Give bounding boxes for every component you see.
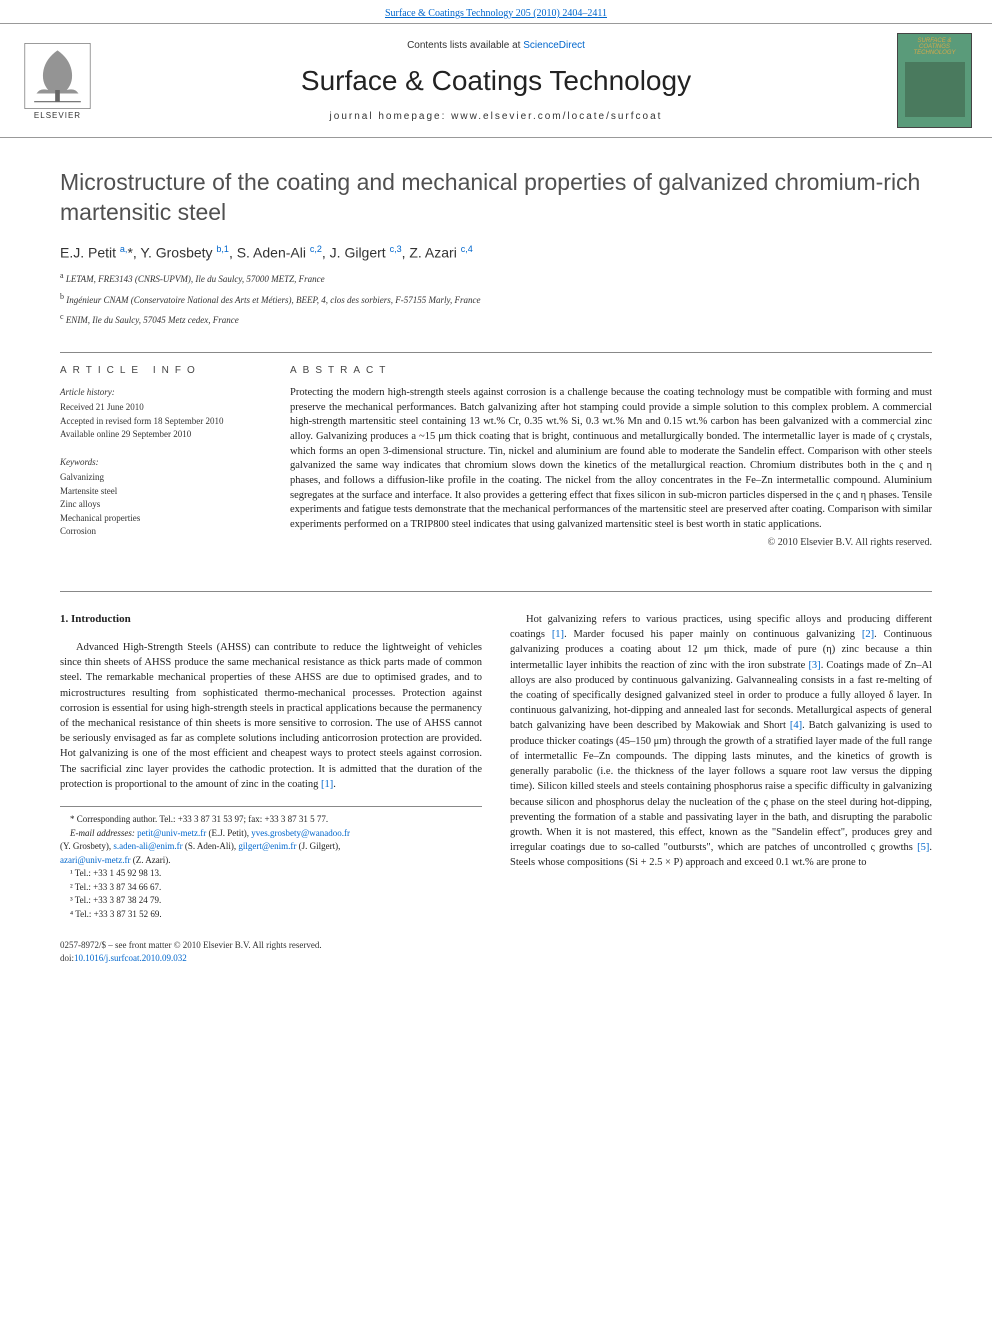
email-line-1: E-mail addresses: petit@univ-metz.fr (E.…: [60, 827, 482, 841]
cover-image: [905, 62, 965, 117]
email-l2-prefix: (Y. Grosbety),: [60, 841, 113, 851]
body-columns: 1. Introduction Advanced High-Strength S…: [0, 592, 992, 931]
sciencedirect-link[interactable]: ScienceDirect: [523, 40, 585, 51]
email-who: (E.J. Petit),: [206, 828, 251, 838]
tel-line: ³ Tel.: +33 3 87 38 24 79.: [60, 894, 482, 908]
keyword: Corrosion: [60, 525, 260, 539]
keyword: Martensite steel: [60, 485, 260, 499]
intro-paragraph-1: Advanced High-Strength Steels (AHSS) can…: [60, 640, 482, 792]
citation-1[interactable]: [1]: [321, 779, 333, 790]
email-who: (Z. Azari).: [131, 855, 171, 865]
email-link[interactable]: gilgert@enim.fr: [238, 841, 296, 851]
elsevier-logo: ELSEVIER: [20, 38, 95, 123]
email-link[interactable]: yves.grosbety@wanadoo.fr: [251, 828, 350, 838]
keywords-heading: Keywords:: [60, 456, 260, 470]
contents-available: Contents lists available at ScienceDirec…: [95, 40, 897, 51]
article-front-matter: Microstructure of the coating and mechan…: [0, 138, 992, 573]
journal-cover-thumb: SURFACE & COATINGS TECHNOLOGY: [897, 33, 972, 128]
keywords-block: Keywords: GalvanizingMartensite steelZin…: [60, 456, 260, 539]
abstract-text: Protecting the modern high-strength stee…: [290, 386, 932, 533]
citation-2[interactable]: [2]: [862, 629, 874, 640]
tel-line: ¹ Tel.: +33 1 45 92 98 13.: [60, 867, 482, 881]
history-heading: Article history:: [60, 386, 260, 400]
article-info-column: ARTICLE INFO Article history: Received 2…: [60, 365, 260, 553]
doi-link[interactable]: 10.1016/j.surfcoat.2010.09.032: [74, 953, 187, 963]
abstract-copyright: © 2010 Elsevier B.V. All rights reserved…: [290, 537, 932, 548]
page-footer: 0257-8972/$ – see front matter © 2010 El…: [0, 931, 992, 984]
affiliations: a LETAM, FRE3143 (CNRS-UPVM), Ile du Sau…: [60, 270, 932, 328]
email-who: (J. Gilgert),: [296, 841, 340, 851]
info-abstract-row: ARTICLE INFO Article history: Received 2…: [60, 352, 932, 553]
intro-heading: 1. Introduction: [60, 612, 482, 628]
history-line: Available online 29 September 2010: [60, 428, 260, 442]
abstract-column: ABSTRACT Protecting the modern high-stre…: [290, 365, 932, 553]
footnotes-block: * Corresponding author. Tel.: +33 3 87 3…: [60, 806, 482, 921]
tel-line: ² Tel.: +33 3 87 34 66 67.: [60, 881, 482, 895]
history-line: Accepted in revised form 18 September 20…: [60, 415, 260, 429]
email-who: (S. Aden-Ali),: [183, 841, 239, 851]
p2-b: . Marder focused his paper mainly on con…: [564, 629, 862, 640]
tel-line: ⁴ Tel.: +33 3 87 31 52 69.: [60, 908, 482, 922]
elsevier-tree-icon: [20, 41, 95, 111]
citation-5[interactable]: [5]: [917, 842, 929, 853]
article-title: Microstructure of the coating and mechan…: [60, 168, 932, 228]
publisher-name: ELSEVIER: [34, 111, 81, 120]
intro-p1-text: Advanced High-Strength Steels (AHSS) can…: [60, 642, 482, 790]
email-line-3: azari@univ-metz.fr (Z. Azari).: [60, 854, 482, 868]
journal-header: ELSEVIER Contents lists available at Sci…: [0, 23, 992, 138]
affiliation: a LETAM, FRE3143 (CNRS-UPVM), Ile du Sau…: [60, 270, 932, 287]
citation-3[interactable]: [3]: [808, 660, 820, 671]
abstract-label: ABSTRACT: [290, 365, 932, 376]
keyword: Zinc alloys: [60, 498, 260, 512]
keyword: Mechanical properties: [60, 512, 260, 526]
issn-line: 0257-8972/$ – see front matter © 2010 El…: [60, 939, 932, 952]
citation-4[interactable]: [4]: [790, 720, 802, 731]
body-column-right: Hot galvanizing refers to various practi…: [510, 612, 932, 921]
journal-homepage: journal homepage: www.elsevier.com/locat…: [95, 111, 897, 122]
journal-name: Surface & Coatings Technology: [95, 65, 897, 97]
history-line: Received 21 June 2010: [60, 401, 260, 415]
p2-e: . Batch galvanizing is used to produce t…: [510, 720, 932, 853]
article-history: Article history: Received 21 June 2010Ac…: [60, 386, 260, 442]
email-link[interactable]: s.aden-ali@enim.fr: [113, 841, 182, 851]
keyword: Galvanizing: [60, 471, 260, 485]
author-list: E.J. Petit a,*, Y. Grosbety b,1, S. Aden…: [60, 244, 932, 261]
intro-paragraph-2: Hot galvanizing refers to various practi…: [510, 612, 932, 871]
citation-1b[interactable]: [1]: [552, 629, 564, 640]
body-column-left: 1. Introduction Advanced High-Strength S…: [60, 612, 482, 921]
contents-prefix: Contents lists available at: [407, 40, 523, 51]
email-link[interactable]: petit@univ-metz.fr: [137, 828, 206, 838]
corresponding-author: * Corresponding author. Tel.: +33 3 87 3…: [60, 813, 482, 827]
email-line-2: (Y. Grosbety), s.aden-ali@enim.fr (S. Ad…: [60, 840, 482, 854]
email-label: E-mail addresses:: [70, 828, 135, 838]
doi-line: doi:10.1016/j.surfcoat.2010.09.032: [60, 952, 932, 965]
affiliation: c ENIM, Ile du Saulcy, 57045 Metz cedex,…: [60, 311, 932, 328]
article-info-label: ARTICLE INFO: [60, 365, 260, 376]
affiliation: b Ingénieur CNAM (Conservatoire National…: [60, 291, 932, 308]
doi-prefix: doi:: [60, 953, 74, 963]
header-center: Contents lists available at ScienceDirec…: [95, 40, 897, 122]
email-link[interactable]: azari@univ-metz.fr: [60, 855, 131, 865]
journal-issue-link[interactable]: Surface & Coatings Technology 205 (2010)…: [0, 0, 992, 23]
cover-title: SURFACE & COATINGS TECHNOLOGY: [902, 38, 967, 56]
